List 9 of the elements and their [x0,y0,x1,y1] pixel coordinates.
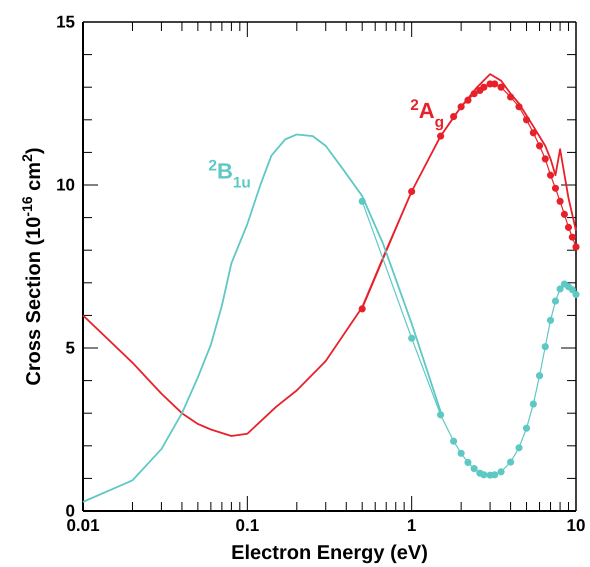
y-tick-label: 10 [56,175,75,194]
y-tick-label: 15 [56,12,75,32]
x-axis-title: Electron Energy (eV) [231,542,428,564]
y-tick-label: 5 [66,338,75,358]
x-tick-label: 1 [406,516,416,536]
series-label: $^{2}$A$_{g}$ [410,96,444,131]
x-tick-label: 10 [566,516,586,536]
x-tick-label: 0.1 [236,516,260,536]
series-label: $^{2}$B$_{1u}$ [208,156,251,191]
